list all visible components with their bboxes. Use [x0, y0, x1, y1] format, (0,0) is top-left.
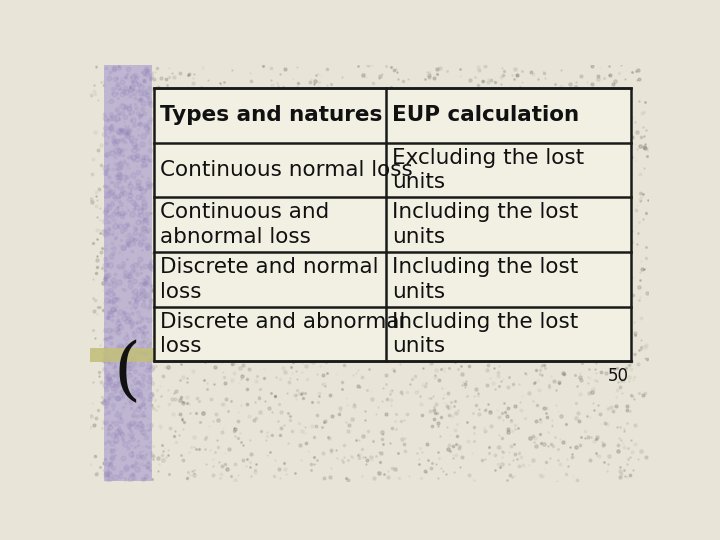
FancyBboxPatch shape [153, 88, 631, 361]
Text: Types and natures: Types and natures [160, 105, 382, 125]
Text: EUP calculation: EUP calculation [392, 105, 580, 125]
FancyBboxPatch shape [104, 65, 152, 481]
Text: Continuous normal loss: Continuous normal loss [160, 160, 413, 180]
Text: (: ( [114, 340, 141, 406]
Text: Continuous and
abnormal loss: Continuous and abnormal loss [160, 202, 329, 247]
FancyBboxPatch shape [90, 348, 555, 362]
Text: Discrete and normal
loss: Discrete and normal loss [160, 257, 378, 302]
Text: Excluding the lost
units: Excluding the lost units [392, 147, 585, 192]
Text: 50: 50 [608, 367, 629, 386]
Text: Including the lost
units: Including the lost units [392, 312, 578, 356]
Text: Including the lost
units: Including the lost units [392, 257, 578, 302]
Text: Discrete and abnormal
loss: Discrete and abnormal loss [160, 312, 405, 356]
Text: Including the lost
units: Including the lost units [392, 202, 578, 247]
